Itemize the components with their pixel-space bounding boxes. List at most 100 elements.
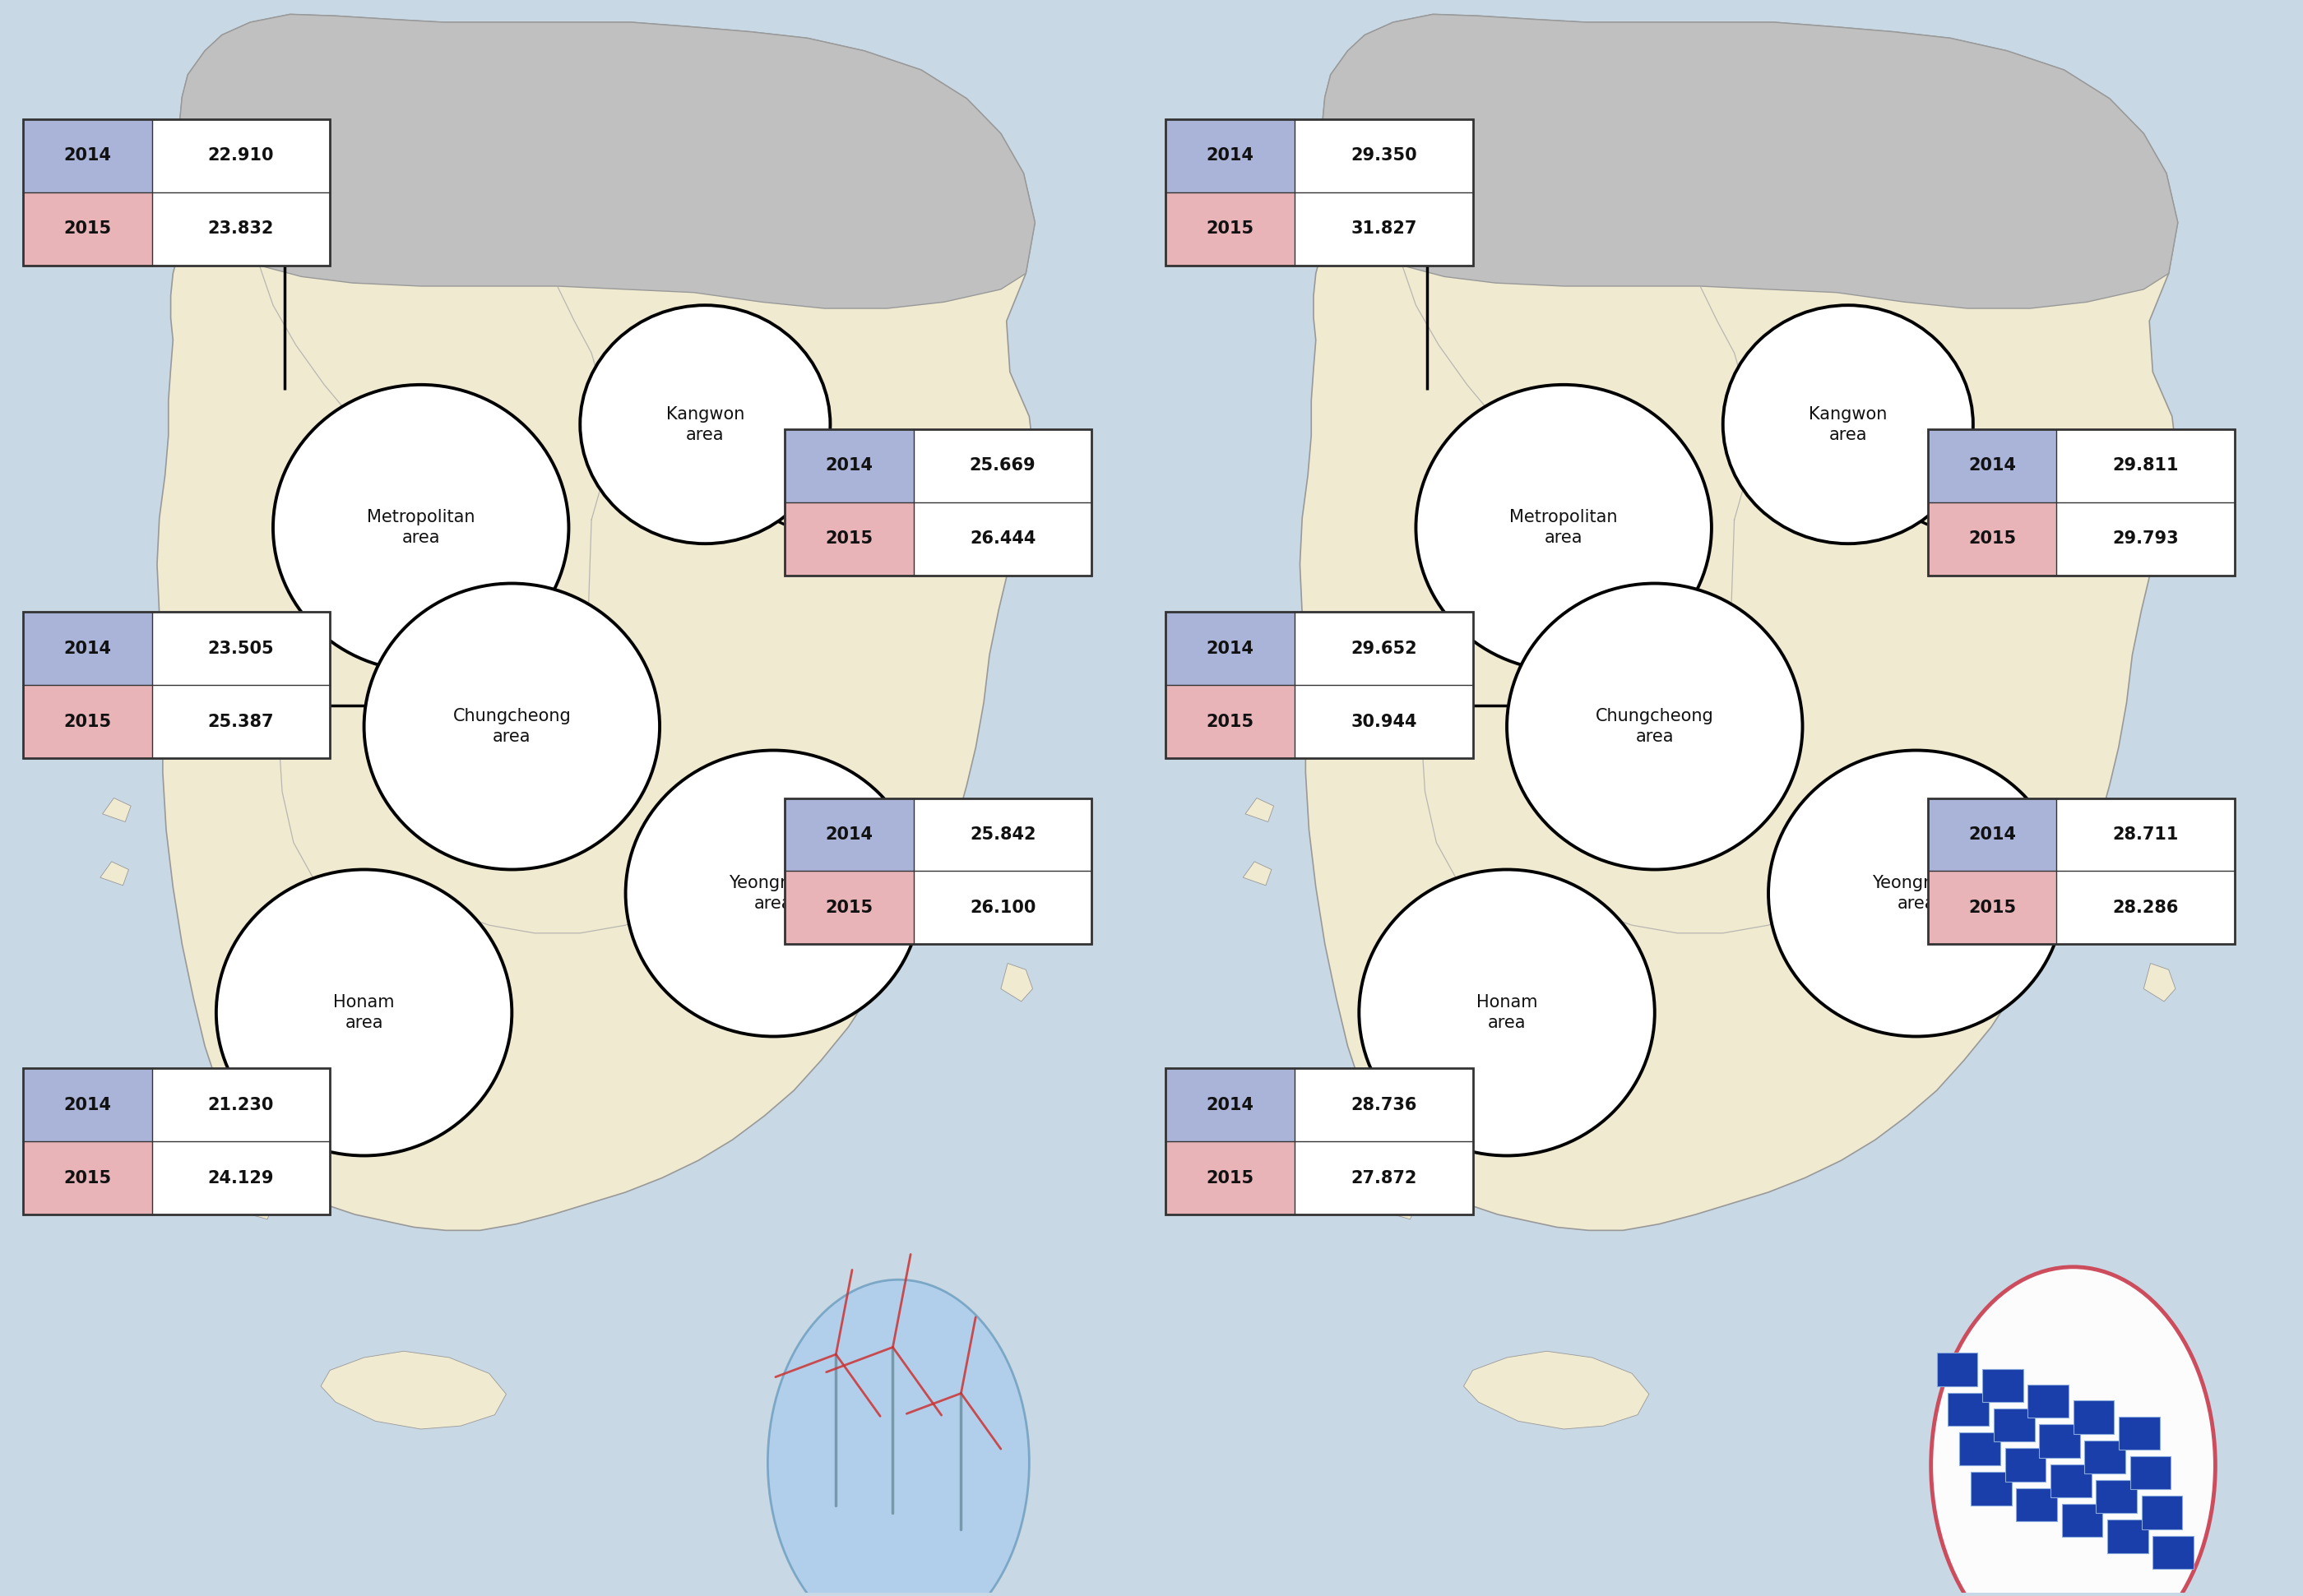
Text: 29.652: 29.652 [1350, 640, 1416, 658]
Text: Metropolitan
area: Metropolitan area [366, 509, 474, 546]
Bar [2130, 1456, 2172, 1489]
Ellipse shape [364, 584, 659, 870]
Text: 2014: 2014 [1969, 827, 2015, 843]
Text: 28.711: 28.711 [2112, 827, 2179, 843]
Bar [1165, 193, 1472, 265]
Bar [23, 611, 329, 758]
Bar [2084, 1440, 2126, 1473]
Bar [1971, 1472, 2013, 1505]
Bar [2142, 1495, 2183, 1529]
Polygon shape [1299, 14, 2179, 1231]
Bar [914, 798, 1092, 871]
Bar [2038, 1424, 2080, 1457]
Bar [23, 1068, 329, 1215]
Polygon shape [120, 734, 147, 758]
Text: 2014: 2014 [64, 147, 111, 164]
Bar [785, 798, 1092, 945]
Bar [23, 685, 329, 758]
Text: 2015: 2015 [824, 900, 873, 916]
Text: 28.736: 28.736 [1350, 1096, 1416, 1112]
Bar [152, 193, 329, 265]
Text: 2014: 2014 [824, 458, 873, 474]
Polygon shape [2144, 964, 2176, 1001]
Bar [1294, 611, 1472, 685]
Text: Honam
area: Honam area [334, 994, 394, 1031]
Text: 31.827: 31.827 [1350, 220, 1416, 238]
Bar [2073, 1400, 2114, 1433]
Bar [152, 685, 329, 758]
Bar [23, 1141, 329, 1215]
Bar [1165, 1068, 1472, 1215]
Bar [152, 611, 329, 685]
Bar [2057, 429, 2234, 503]
Bar [1294, 1141, 1472, 1215]
Ellipse shape [580, 305, 831, 544]
Polygon shape [157, 14, 1034, 1231]
Circle shape [1930, 1267, 2215, 1596]
Text: 25.842: 25.842 [970, 827, 1036, 843]
Bar [2119, 1416, 2160, 1449]
Polygon shape [1322, 14, 2179, 308]
Text: 2014: 2014 [1207, 1096, 1255, 1112]
Text: 2015: 2015 [1207, 713, 1255, 729]
Bar [23, 611, 329, 685]
Circle shape [767, 1280, 1029, 1596]
Polygon shape [180, 14, 1034, 308]
Text: 30.944: 30.944 [1350, 713, 1416, 729]
Bar [785, 429, 1092, 503]
Ellipse shape [1506, 584, 1803, 870]
Polygon shape [1262, 734, 1290, 758]
Bar [1928, 429, 2234, 503]
Text: Chungcheong
area: Chungcheong area [1596, 709, 1713, 745]
Text: 2014: 2014 [1207, 640, 1255, 658]
Bar [1165, 120, 1472, 193]
Text: 2014: 2014 [64, 1096, 111, 1112]
Bar [1294, 685, 1472, 758]
Text: 2014: 2014 [1207, 147, 1255, 164]
Text: Chungcheong
area: Chungcheong area [454, 709, 571, 745]
Bar [2061, 1503, 2103, 1537]
Bar [2057, 503, 2234, 576]
Bar [1294, 193, 1472, 265]
Bar [152, 1068, 329, 1141]
Bar [2107, 1519, 2149, 1553]
Bar [1928, 429, 2234, 576]
Bar [785, 503, 1092, 576]
Bar [2027, 1385, 2068, 1417]
Bar [2096, 1479, 2137, 1513]
Bar [1928, 503, 2234, 576]
Text: Kangwon
area: Kangwon area [1808, 405, 1886, 442]
Bar [1165, 685, 1472, 758]
Text: 22.910: 22.910 [207, 147, 274, 164]
Text: Yeongnam
area: Yeongnam area [728, 875, 818, 911]
Text: 25.669: 25.669 [970, 458, 1036, 474]
Text: Yeongnam
area: Yeongnam area [1872, 875, 1960, 911]
Polygon shape [1244, 862, 1271, 886]
Bar [1960, 1432, 2001, 1465]
Bar [152, 120, 329, 193]
Bar [2153, 1535, 2195, 1569]
Polygon shape [240, 1187, 276, 1219]
Text: 2015: 2015 [1207, 1170, 1255, 1186]
Polygon shape [189, 1160, 216, 1191]
Polygon shape [1382, 1187, 1419, 1219]
Bar [1937, 1353, 1978, 1387]
Text: Kangwon
area: Kangwon area [666, 405, 744, 442]
Ellipse shape [274, 385, 569, 670]
Text: 29.811: 29.811 [2112, 458, 2179, 474]
Text: 2015: 2015 [1969, 900, 2015, 916]
Bar [785, 871, 1092, 945]
Text: 28.286: 28.286 [2112, 900, 2179, 916]
Text: 29.350: 29.350 [1350, 147, 1416, 164]
Text: 21.230: 21.230 [207, 1096, 274, 1112]
Text: 2014: 2014 [824, 827, 873, 843]
Bar [23, 1068, 329, 1141]
Bar [1165, 611, 1472, 758]
Bar [1165, 611, 1472, 685]
Text: 2014: 2014 [1969, 458, 2015, 474]
Bar [1165, 120, 1472, 265]
Bar [914, 871, 1092, 945]
Bar [785, 798, 1092, 871]
Text: 2014: 2014 [64, 640, 111, 658]
Bar [152, 1141, 329, 1215]
